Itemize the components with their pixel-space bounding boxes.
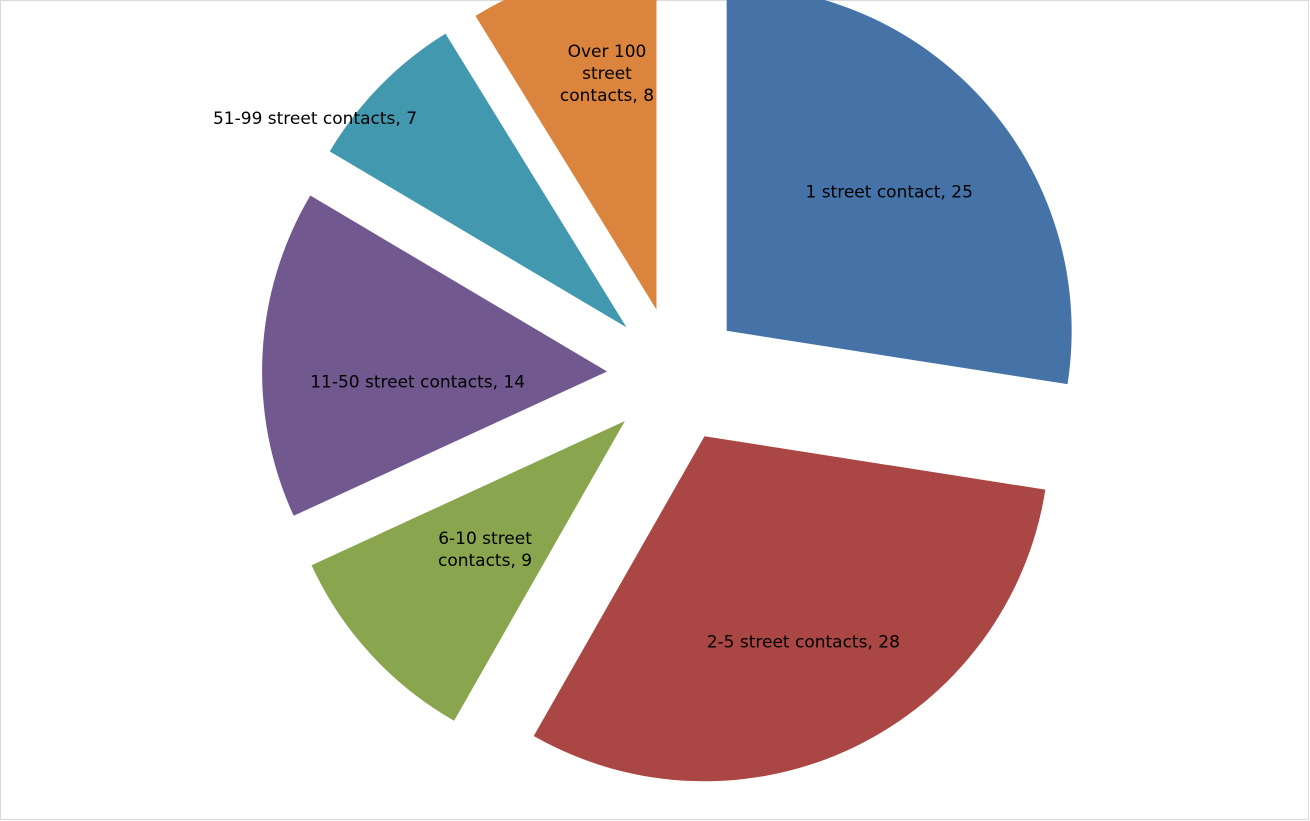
slice-label-line: 51-99 street contacts, 7 — [213, 109, 417, 129]
slice-label-line: contacts, 8 — [560, 86, 654, 106]
slice-label-line: contacts, 9 — [438, 551, 532, 571]
pie-slice-2 — [533, 436, 1046, 782]
slice-label-line: 6-10 street — [438, 529, 532, 549]
pie-slice-3 — [311, 420, 625, 721]
slice-label-line: 11-50 street contacts, 14 — [310, 373, 525, 393]
slice-label-line: Over 100 — [568, 42, 647, 62]
slice-label-line: street — [582, 64, 632, 84]
pie-slice-5 — [329, 33, 627, 328]
pie-slice-1 — [726, 0, 1072, 385]
slice-label-line: 1 street contact, 25 — [805, 183, 972, 203]
pie-slice-6 — [475, 0, 657, 310]
slice-label-1: 1 street contact, 25 — [805, 183, 972, 203]
slice-label-4: 11-50 street contacts, 14 — [310, 373, 525, 393]
slice-label-2: 2-5 street contacts, 28 — [707, 632, 900, 652]
slice-label-line: 2-5 street contacts, 28 — [707, 632, 900, 652]
slice-label-5: 51-99 street contacts, 7 — [213, 109, 417, 129]
slice-label-3: 6-10 street contacts, 9 — [438, 529, 532, 571]
pie-slice-4 — [262, 195, 608, 516]
slice-label-6: Over 100 street contacts, 8 — [560, 42, 654, 106]
